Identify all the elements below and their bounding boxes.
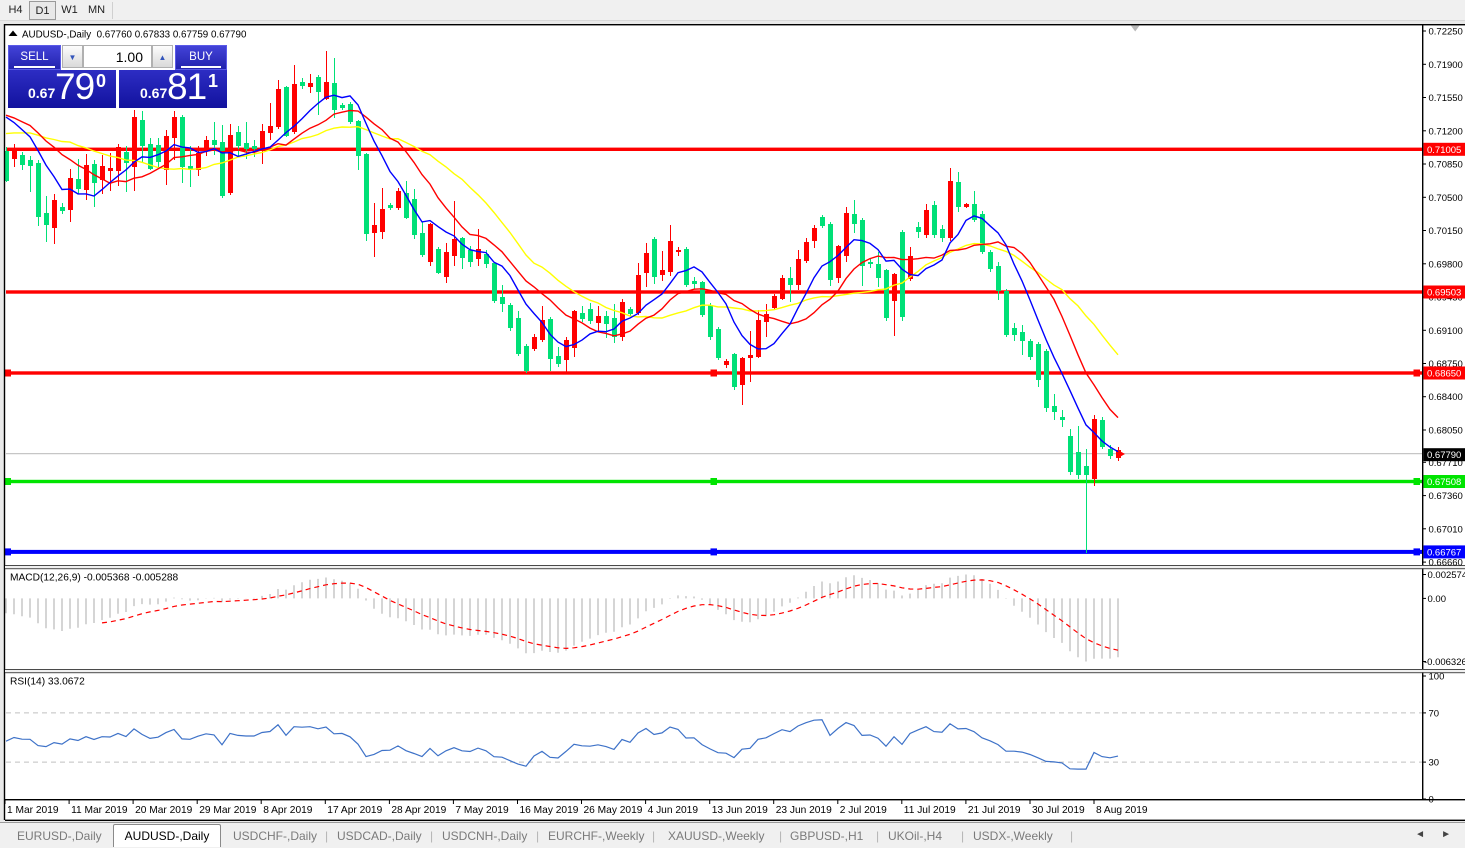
svg-text:0.69503: 0.69503 (1427, 288, 1461, 299)
svg-text:0.67790: 0.67790 (1427, 450, 1461, 461)
svg-text:17 Apr 2019: 17 Apr 2019 (327, 805, 382, 816)
svg-text:0.67360: 0.67360 (1429, 491, 1463, 502)
svg-text:0.68750: 0.68750 (1429, 359, 1463, 370)
svg-text:0.72250: 0.72250 (1429, 27, 1463, 38)
svg-text:AUDUSD-,Daily 0.67760 0.67833: AUDUSD-,Daily 0.67760 0.67833 0.67759 0.… (22, 29, 247, 40)
svg-text:0.70150: 0.70150 (1429, 226, 1463, 237)
svg-text:-0.006326: -0.006326 (1424, 657, 1465, 668)
svg-text:4 Jun 2019: 4 Jun 2019 (648, 805, 699, 816)
svg-text:100: 100 (1429, 672, 1445, 683)
svg-text:30: 30 (1429, 758, 1440, 769)
svg-text:0.71550: 0.71550 (1429, 93, 1463, 104)
svg-text:0.66660: 0.66660 (1429, 558, 1463, 569)
svg-text:8 Apr 2019: 8 Apr 2019 (263, 805, 313, 816)
svg-text:26 May 2019: 26 May 2019 (584, 805, 643, 816)
svg-text:23 Jun 2019: 23 Jun 2019 (776, 805, 832, 816)
svg-text:2 Jul 2019: 2 Jul 2019 (840, 805, 887, 816)
svg-text:7 May 2019: 7 May 2019 (455, 805, 509, 816)
svg-text:0.66767: 0.66767 (1427, 547, 1461, 558)
svg-text:0.68650: 0.68650 (1427, 369, 1461, 380)
svg-text:28 Apr 2019: 28 Apr 2019 (391, 805, 446, 816)
svg-text:MACD(12,26,9) -0.005368 -0.005: MACD(12,26,9) -0.005368 -0.005288 (10, 573, 179, 584)
svg-text:0: 0 (1429, 795, 1434, 806)
svg-text:0.69800: 0.69800 (1429, 259, 1463, 270)
svg-text:13 Jun 2019: 13 Jun 2019 (712, 805, 768, 816)
svg-text:29 Mar 2019: 29 Mar 2019 (199, 805, 257, 816)
svg-text:0.70850: 0.70850 (1429, 160, 1463, 171)
svg-text:0.67010: 0.67010 (1429, 524, 1463, 535)
svg-text:0.71900: 0.71900 (1429, 60, 1463, 71)
svg-text:0.67710: 0.67710 (1429, 458, 1463, 469)
svg-text:21 Jul 2019: 21 Jul 2019 (968, 805, 1021, 816)
svg-text:11 Jul 2019: 11 Jul 2019 (904, 805, 956, 816)
svg-text:0.002574: 0.002574 (1428, 570, 1465, 581)
svg-text:16 May 2019: 16 May 2019 (520, 805, 579, 816)
svg-text:30 Jul 2019: 30 Jul 2019 (1032, 805, 1085, 816)
svg-text:0.69100: 0.69100 (1429, 326, 1463, 337)
svg-text:0.68050: 0.68050 (1429, 426, 1463, 437)
svg-text:0.71005: 0.71005 (1427, 145, 1461, 156)
svg-text:20 Mar 2019: 20 Mar 2019 (135, 805, 193, 816)
svg-text:0.71200: 0.71200 (1429, 126, 1463, 137)
svg-text:70: 70 (1429, 708, 1440, 719)
svg-text:8 Aug 2019: 8 Aug 2019 (1096, 805, 1148, 816)
svg-text:RSI(14) 33.0672: RSI(14) 33.0672 (10, 677, 85, 688)
svg-text:0.00: 0.00 (1428, 594, 1447, 605)
svg-text:0.70500: 0.70500 (1429, 193, 1463, 204)
svg-text:0.67508: 0.67508 (1427, 477, 1461, 488)
svg-text:1 Mar 2019: 1 Mar 2019 (7, 805, 59, 816)
svg-text:0.68400: 0.68400 (1429, 392, 1463, 403)
svg-text:11 Mar 2019: 11 Mar 2019 (71, 805, 128, 816)
